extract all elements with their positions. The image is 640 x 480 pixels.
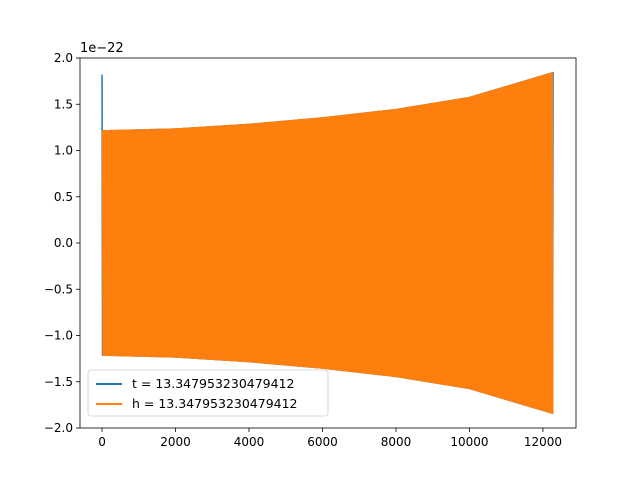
legend-label-t: t = 13.347953230479412 (132, 376, 295, 391)
y-tick-label: −1.5 (44, 375, 73, 389)
y-axis-offset-label: 1e−22 (80, 41, 124, 56)
x-tick-label: 2000 (160, 435, 191, 449)
y-tick-label: −2.0 (44, 421, 73, 435)
y-tick-label: 0.0 (54, 236, 73, 250)
series-line-h (101, 72, 554, 415)
x-tick-label: 10000 (450, 435, 488, 449)
x-tick-label: 12000 (524, 435, 562, 449)
y-tick-label: −0.5 (44, 282, 73, 296)
legend-box (87, 369, 329, 417)
plot-area (101, 71, 554, 415)
axes: 0 2000 4000 6000 8000 10000 12000 −2.0 −1.5 −1.0 −… (44, 51, 577, 449)
y-tick-label: 1.0 (54, 144, 73, 158)
series-group (101, 71, 554, 415)
y-tick-label: 1.5 (54, 97, 73, 111)
legend-label-h: h = 13.347953230479412 (132, 396, 298, 411)
y-tick-label: 0.5 (54, 190, 73, 204)
x-tick-label: 4000 (234, 435, 265, 449)
x-tick-label: 0 (98, 435, 106, 449)
x-tick-label: 8000 (381, 435, 412, 449)
legend: t = 13.347953230479412 h = 13.34795323047… (87, 369, 329, 417)
y-tick-label: 2.0 (54, 51, 73, 65)
y-tick-label: −1.0 (44, 329, 73, 343)
x-tick-label: 6000 (307, 435, 338, 449)
